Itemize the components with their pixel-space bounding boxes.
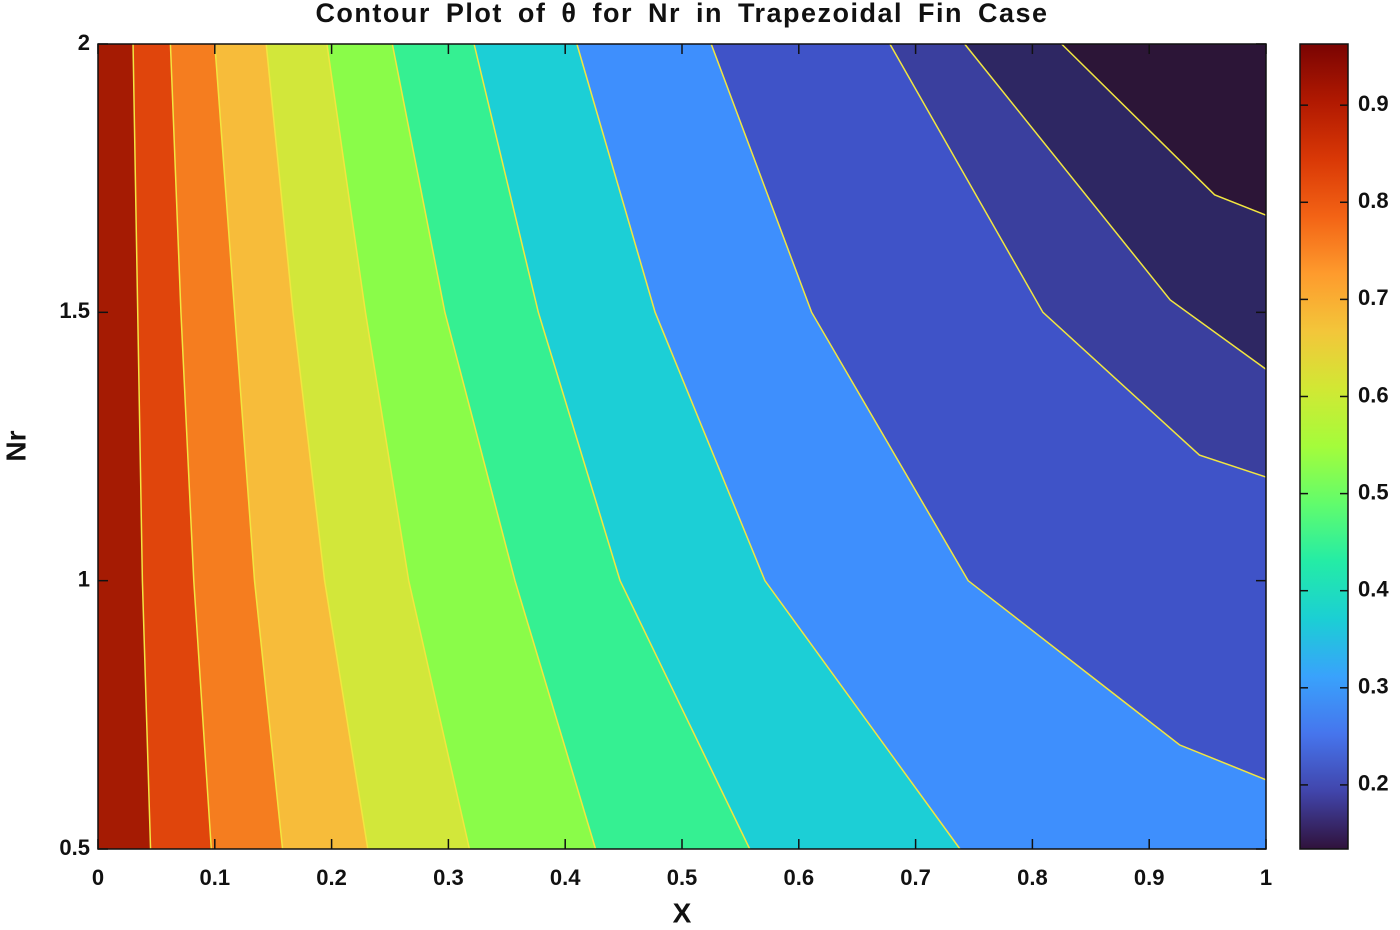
x-tick-label: 0: [92, 865, 104, 890]
y-tick-label: 2: [78, 30, 90, 55]
contour-line: [214, 43, 284, 850]
x-tick-label: 0.9: [1134, 865, 1165, 890]
x-tick-label: 1: [1260, 865, 1272, 890]
contour-line: [169, 43, 213, 850]
colorbar-tick-label: 0.8: [1358, 188, 1389, 213]
y-tick-label: 1.5: [59, 298, 90, 323]
x-tick-label: 0.6: [784, 865, 815, 890]
contour-line: [265, 43, 369, 850]
x-tick-label: 0.5: [667, 865, 698, 890]
contour-line: [391, 43, 597, 850]
colorbar-tick-label: 0.5: [1358, 479, 1389, 504]
x-tick-label: 0.3: [433, 865, 464, 890]
x-axis-label: X: [673, 897, 692, 928]
colorbar-tick-label: 0.4: [1358, 577, 1389, 602]
x-tick-label: 0.1: [200, 865, 231, 890]
contour-line: [710, 43, 1267, 781]
y-tick-label: 0.5: [59, 835, 90, 860]
x-tick-label: 0.4: [550, 865, 581, 890]
x-tick-label: 0.8: [1017, 865, 1048, 890]
contour-line: [132, 43, 152, 850]
colorbar-tick-label: 0.7: [1358, 285, 1389, 310]
plot-area: [98, 43, 1267, 850]
contour-line: [326, 43, 471, 850]
x-tick-label: 0.7: [900, 865, 931, 890]
colorbar-tick-label: 0.9: [1358, 91, 1389, 116]
x-tick-label: 0.2: [316, 865, 347, 890]
colorbar-tick-label: 0.2: [1358, 771, 1389, 796]
colorbar-tick-label: 0.6: [1358, 382, 1389, 407]
contour-line: [889, 43, 1267, 478]
contour-line: [964, 43, 1267, 370]
contour-line: [576, 43, 961, 850]
contour-line: [473, 43, 751, 850]
contour-band: [1061, 44, 1266, 216]
chart-title: Contour Plot of θ for Nr in Trapezoidal …: [315, 0, 1048, 28]
colorbar-tick-label: 0.3: [1358, 674, 1389, 699]
contour-line: [1061, 43, 1267, 216]
y-axis-label: Nr: [0, 430, 31, 461]
y-tick-label: 1: [78, 566, 90, 591]
colorbar: [1299, 43, 1349, 850]
